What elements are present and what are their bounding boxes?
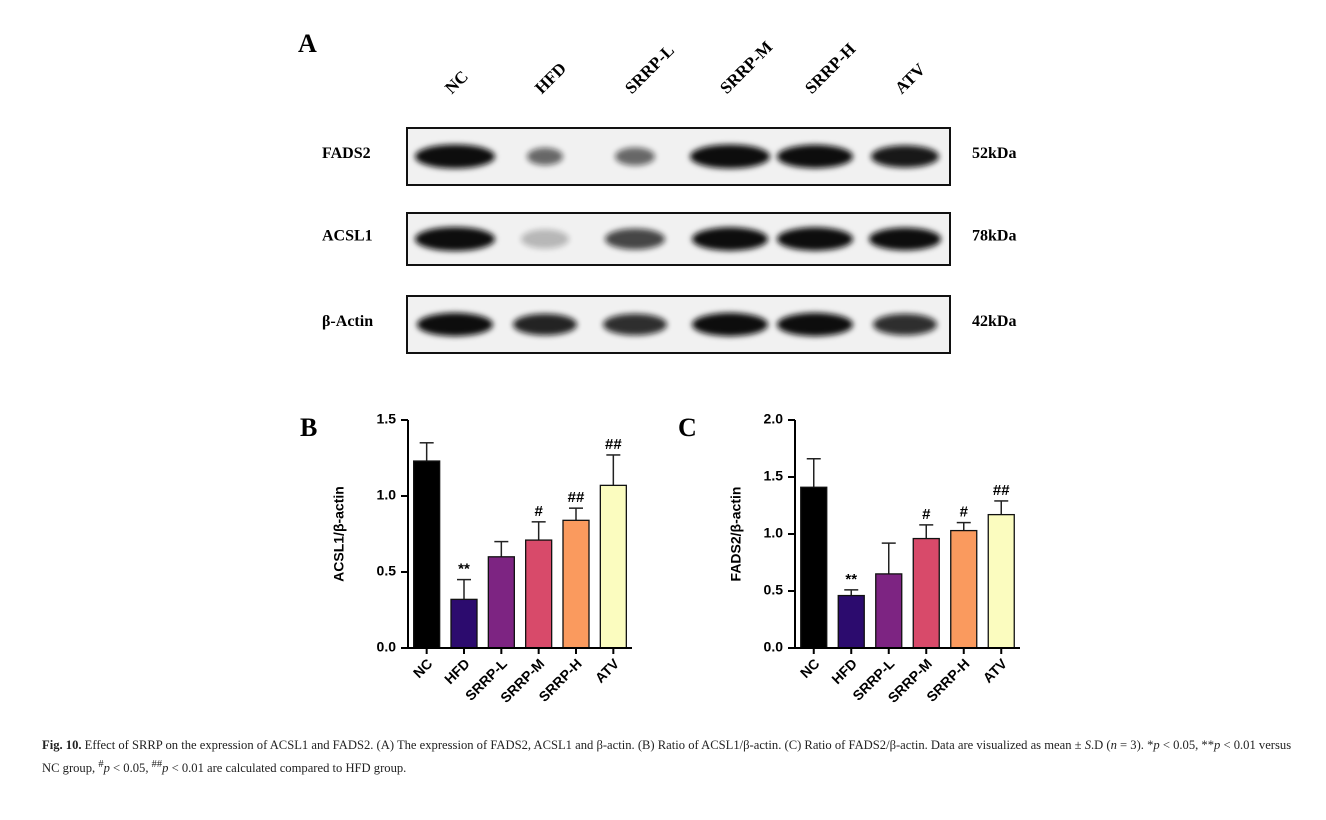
- panel-label: B: [300, 413, 317, 442]
- blot-frame: [406, 295, 951, 354]
- band: [869, 227, 941, 251]
- bar: [800, 486, 828, 649]
- significance-label: ##: [993, 482, 1010, 499]
- significance-label: #: [534, 503, 543, 520]
- x-tick-label: ATV: [592, 655, 623, 686]
- caption-text: p: [103, 761, 110, 776]
- caption-text: < 0.01 versus NC group,: [42, 738, 1292, 776]
- caption-text: #: [98, 759, 104, 770]
- bar: [599, 484, 627, 649]
- y-tick-label: 1.5: [764, 468, 784, 484]
- x-tick-label: ATV: [980, 655, 1011, 686]
- band: [777, 144, 853, 169]
- caption-text: .D (: [1091, 738, 1111, 752]
- blot-frame: [406, 212, 951, 266]
- y-tick-label: 0.0: [377, 639, 397, 655]
- lane-label: SRRP-M: [716, 37, 776, 97]
- caption-text: Effect of SRRP on the expression of ACSL…: [81, 738, 1085, 752]
- significance-label: #: [960, 504, 969, 521]
- western-blot: NC HFD SRRP-L SRRP-M SRRP-H ATV FADS2 52kDa ACSL…: [322, 37, 1016, 354]
- protein-label: ACSL1: [322, 228, 373, 245]
- caption-text: S: [1084, 738, 1092, 752]
- band: [615, 147, 655, 166]
- y-tick-label: 0.0: [764, 639, 784, 655]
- bar-chart: CFADS2/β-actin0.00.51.01.52.0NC**HFDSRRP…: [678, 411, 1020, 706]
- band: [692, 312, 768, 337]
- bar-chart: BACSL1/β-actin0.00.51.01.5NC**HFDSRRP-L#…: [300, 411, 632, 706]
- y-axis-label: ACSL1/β-actin: [331, 486, 347, 582]
- band: [527, 147, 563, 166]
- y-tick-label: 1.5: [377, 411, 397, 427]
- significance-label: **: [458, 561, 470, 578]
- y-tick-label: 2.0: [764, 411, 784, 427]
- protein-label: β-Actin: [322, 313, 373, 330]
- caption-text: n: [1110, 738, 1117, 752]
- caption-text: p: [162, 761, 169, 776]
- y-tick-label: 1.0: [377, 487, 397, 503]
- charts: BACSL1/β-actin0.00.51.01.5NC**HFDSRRP-L#…: [300, 411, 1020, 706]
- bar: [950, 529, 978, 649]
- lane-label: NC: [441, 67, 472, 98]
- caption-text: < 0.05, **: [1159, 738, 1215, 752]
- protein-label: FADS2: [322, 145, 371, 162]
- bar: [450, 598, 478, 649]
- band: [690, 144, 770, 169]
- band: [415, 144, 495, 169]
- y-tick-label: 0.5: [764, 582, 784, 598]
- band: [513, 313, 577, 336]
- band: [692, 227, 768, 251]
- bar: [837, 594, 865, 649]
- band: [521, 229, 569, 249]
- bar: [525, 539, 553, 649]
- x-tick-label: HFD: [828, 655, 860, 687]
- bar: [912, 537, 940, 649]
- y-tick-label: 0.5: [377, 563, 397, 579]
- panel-label: A: [298, 29, 317, 58]
- caption-text: p: [1153, 738, 1160, 752]
- caption-text: p: [1214, 738, 1221, 752]
- band: [605, 228, 665, 250]
- significance-label: **: [845, 571, 857, 588]
- size-label: 42kDa: [972, 313, 1016, 330]
- band: [603, 313, 667, 336]
- lane-label: SRRP-L: [621, 41, 678, 98]
- caption: Fig. 10. Effect of SRRP on the expressio…: [42, 736, 1292, 778]
- caption-text: < 0.05,: [109, 761, 152, 776]
- band: [415, 227, 495, 251]
- panel-label: C: [678, 413, 697, 442]
- bar: [487, 556, 515, 649]
- x-tick-label: HFD: [441, 655, 473, 687]
- blot-frame: [406, 127, 951, 186]
- size-label: 52kDa: [972, 145, 1016, 162]
- bar: [562, 519, 590, 649]
- caption-label: Fig. 10.: [42, 738, 82, 752]
- lane-label: ATV: [891, 59, 929, 97]
- caption-text: < 0.01 are calculated compared to HFD gr…: [168, 761, 407, 776]
- bar: [875, 573, 903, 649]
- band: [777, 227, 853, 251]
- bar: [987, 513, 1015, 649]
- band: [873, 313, 937, 336]
- caption-text: = 3). *: [1116, 738, 1154, 752]
- x-tick-label: NC: [797, 655, 823, 681]
- significance-label: #: [922, 506, 931, 523]
- x-tick-label: NC: [410, 655, 436, 681]
- band: [777, 312, 853, 337]
- y-tick-label: 1.0: [764, 525, 784, 541]
- band: [871, 145, 939, 168]
- significance-label: ##: [605, 436, 622, 453]
- significance-label: ##: [568, 489, 585, 506]
- band: [417, 312, 493, 337]
- caption-text: ##: [151, 759, 163, 770]
- y-axis-label: FADS2/β-actin: [728, 487, 744, 582]
- size-label: 78kDa: [972, 228, 1016, 245]
- bar: [413, 460, 441, 649]
- lane-label: HFD: [531, 59, 570, 98]
- lane-label: SRRP-H: [801, 39, 859, 97]
